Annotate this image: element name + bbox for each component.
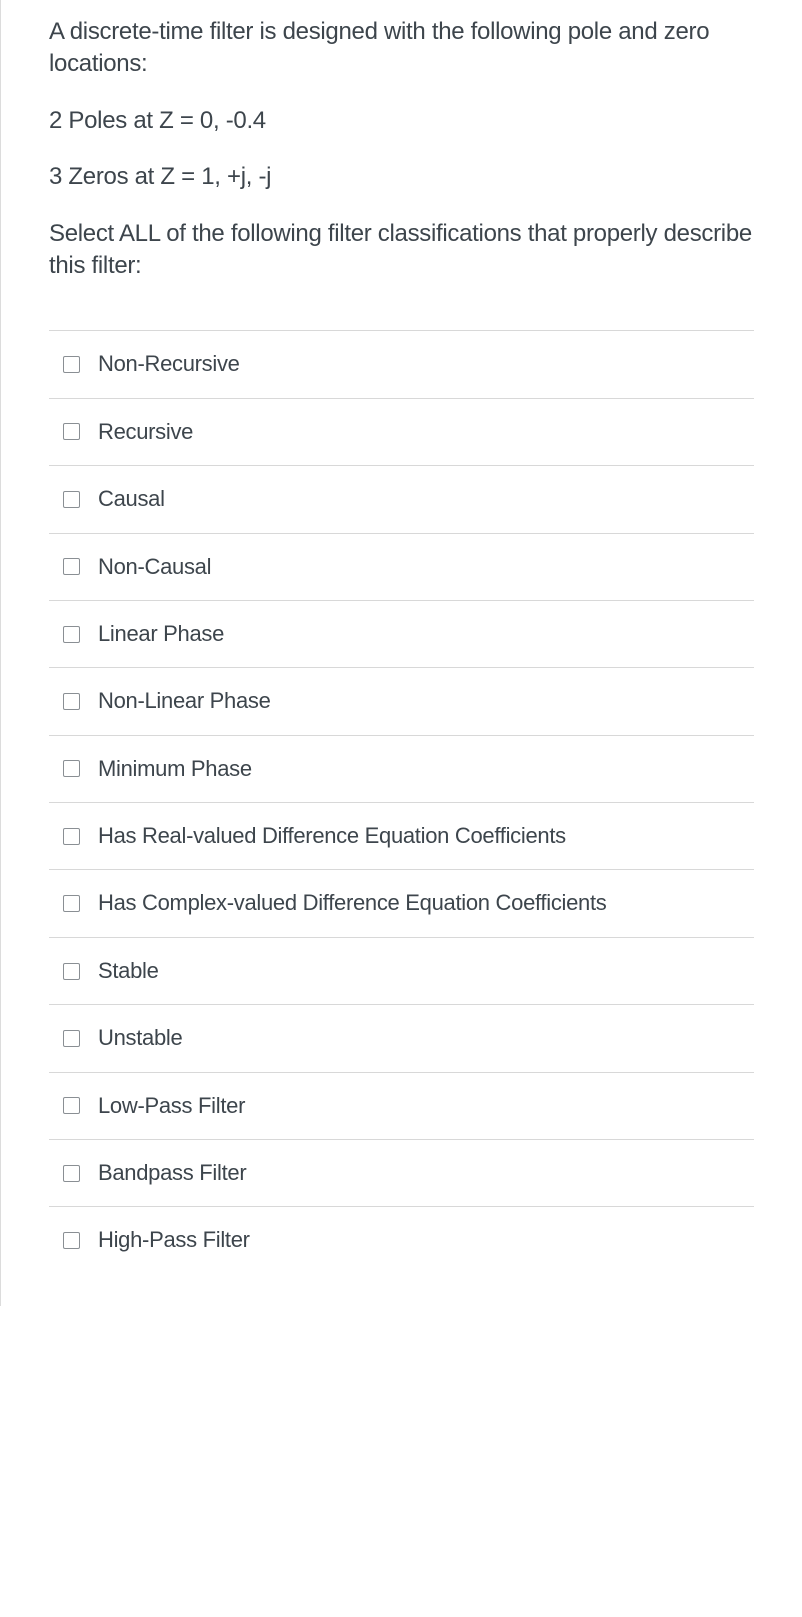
- option-label: Non-Causal: [98, 554, 211, 580]
- option-label: Bandpass Filter: [98, 1160, 246, 1186]
- option-row[interactable]: Recursive: [49, 399, 754, 466]
- checkbox-icon[interactable]: [63, 760, 80, 777]
- option-row[interactable]: High-Pass Filter: [49, 1207, 754, 1273]
- question-paragraph: A discrete-time filter is designed with …: [49, 16, 754, 81]
- option-label: Non-Linear Phase: [98, 688, 271, 714]
- checkbox-icon[interactable]: [63, 1030, 80, 1047]
- option-row[interactable]: Has Complex-valued Difference Equation C…: [49, 870, 754, 937]
- option-label: Recursive: [98, 419, 193, 445]
- checkbox-icon[interactable]: [63, 558, 80, 575]
- option-row[interactable]: Stable: [49, 938, 754, 1005]
- question-paragraph: 2 Poles at Z = 0, -0.4: [49, 105, 754, 137]
- option-row[interactable]: Minimum Phase: [49, 736, 754, 803]
- question-paragraph: Select ALL of the following filter class…: [49, 218, 754, 283]
- option-label: High-Pass Filter: [98, 1227, 250, 1253]
- checkbox-icon[interactable]: [63, 356, 80, 373]
- checkbox-icon[interactable]: [63, 963, 80, 980]
- options-list: Non-Recursive Recursive Causal Non-Causa…: [49, 330, 754, 1273]
- checkbox-icon[interactable]: [63, 626, 80, 643]
- option-label: Low-Pass Filter: [98, 1093, 245, 1119]
- option-label: Non-Recursive: [98, 351, 240, 377]
- option-label: Has Real-valued Difference Equation Coef…: [98, 823, 566, 849]
- option-row[interactable]: Bandpass Filter: [49, 1140, 754, 1207]
- question-stem: A discrete-time filter is designed with …: [49, 16, 754, 282]
- option-row[interactable]: Low-Pass Filter: [49, 1073, 754, 1140]
- checkbox-icon[interactable]: [63, 1097, 80, 1114]
- checkbox-icon[interactable]: [63, 423, 80, 440]
- option-label: Causal: [98, 486, 165, 512]
- checkbox-icon[interactable]: [63, 895, 80, 912]
- option-label: Has Complex-valued Difference Equation C…: [98, 890, 607, 916]
- question-container: A discrete-time filter is designed with …: [0, 0, 802, 1306]
- option-row[interactable]: Has Real-valued Difference Equation Coef…: [49, 803, 754, 870]
- option-row[interactable]: Non-Linear Phase: [49, 668, 754, 735]
- option-row[interactable]: Non-Recursive: [49, 331, 754, 398]
- checkbox-icon[interactable]: [63, 1232, 80, 1249]
- option-label: Stable: [98, 958, 159, 984]
- option-label: Unstable: [98, 1025, 182, 1051]
- checkbox-icon[interactable]: [63, 1165, 80, 1182]
- option-row[interactable]: Non-Causal: [49, 534, 754, 601]
- checkbox-icon[interactable]: [63, 828, 80, 845]
- option-label: Minimum Phase: [98, 756, 252, 782]
- option-label: Linear Phase: [98, 621, 224, 647]
- option-row[interactable]: Unstable: [49, 1005, 754, 1072]
- option-row[interactable]: Causal: [49, 466, 754, 533]
- checkbox-icon[interactable]: [63, 693, 80, 710]
- question-paragraph: 3 Zeros at Z = 1, +j, -j: [49, 161, 754, 193]
- checkbox-icon[interactable]: [63, 491, 80, 508]
- option-row[interactable]: Linear Phase: [49, 601, 754, 668]
